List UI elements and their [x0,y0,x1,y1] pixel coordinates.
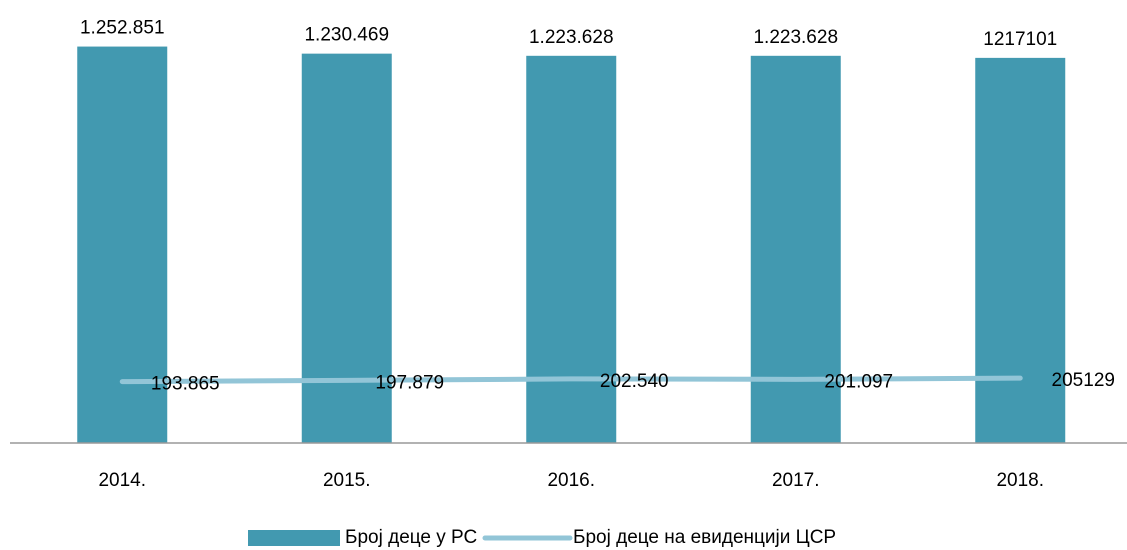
line-value-label: 205129 [1052,370,1115,391]
legend-label: Број деце у РС [345,527,477,548]
x-tick-label: 2018. [996,470,1044,491]
line-value-label: 201.097 [824,371,893,392]
line-value-label: 193.865 [151,374,220,395]
line-value-label: 197.879 [375,372,444,393]
x-tick-label: 2015. [323,470,371,491]
legend-swatch [248,530,340,546]
bar-value-label: 1217101 [983,29,1057,50]
x-tick-label: 2017. [772,470,820,491]
x-tick-label: 2014. [98,470,146,491]
legend-label: Број деце на евиденцији ЦСР [573,527,836,548]
bar-value-label: 1.252.851 [80,18,165,39]
x-tick-label: 2016. [547,470,595,491]
bar-value-label: 1.223.628 [753,27,838,48]
bar-value-label: 1.223.628 [529,27,614,48]
bar [77,46,168,444]
line-value-label: 202.540 [600,371,669,392]
bar-value-label: 1.230.469 [304,25,389,46]
line [119,375,1023,385]
